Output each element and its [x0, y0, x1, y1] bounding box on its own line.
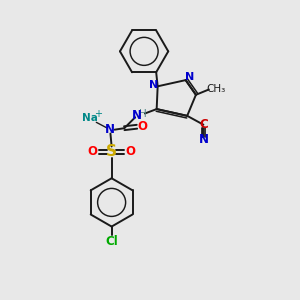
Text: +: +: [94, 109, 102, 119]
Text: O: O: [88, 145, 98, 158]
Text: N: N: [105, 123, 115, 136]
Text: O: O: [138, 120, 148, 133]
Text: H: H: [139, 110, 146, 119]
Text: C: C: [200, 118, 208, 130]
Text: Cl: Cl: [105, 236, 118, 248]
Text: S: S: [106, 144, 117, 159]
Text: N: N: [132, 109, 142, 122]
Text: N: N: [184, 72, 194, 82]
Text: O: O: [126, 145, 136, 158]
Text: Na: Na: [82, 113, 98, 123]
Text: N: N: [198, 134, 208, 146]
Text: N: N: [149, 80, 158, 90]
Text: CH₃: CH₃: [206, 85, 225, 94]
